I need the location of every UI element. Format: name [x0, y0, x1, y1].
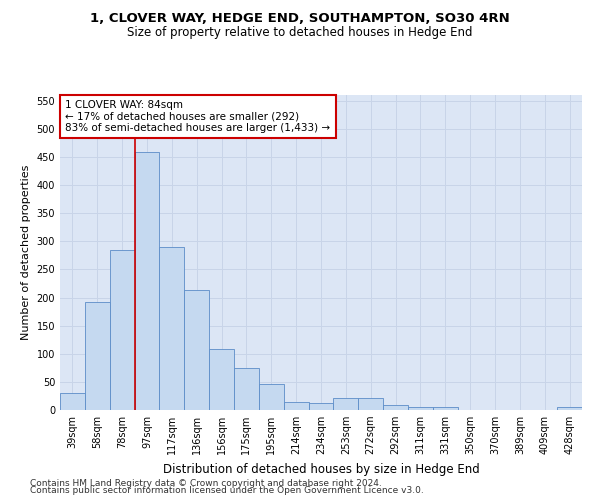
Bar	[85, 302, 110, 410]
Bar	[60, 393, 85, 410]
Bar	[259, 384, 284, 410]
Text: Contains HM Land Registry data © Crown copyright and database right 2024.: Contains HM Land Registry data © Crown c…	[30, 478, 382, 488]
Bar	[160, 247, 184, 410]
Bar	[334, 398, 358, 410]
Y-axis label: Number of detached properties: Number of detached properties	[21, 165, 31, 340]
Bar	[308, 402, 334, 410]
X-axis label: Distribution of detached houses by size in Hedge End: Distribution of detached houses by size …	[163, 462, 479, 475]
Text: 1, CLOVER WAY, HEDGE END, SOUTHAMPTON, SO30 4RN: 1, CLOVER WAY, HEDGE END, SOUTHAMPTON, S…	[90, 12, 510, 26]
Text: Contains public sector information licensed under the Open Government Licence v3: Contains public sector information licen…	[30, 486, 424, 495]
Bar	[284, 402, 308, 410]
Bar	[433, 407, 458, 410]
Bar	[110, 250, 134, 410]
Text: 1 CLOVER WAY: 84sqm
← 17% of detached houses are smaller (292)
83% of semi-detac: 1 CLOVER WAY: 84sqm ← 17% of detached ho…	[65, 100, 331, 133]
Bar	[383, 405, 408, 410]
Bar	[134, 152, 160, 410]
Bar	[358, 398, 383, 410]
Bar	[234, 368, 259, 410]
Bar	[209, 348, 234, 410]
Text: Size of property relative to detached houses in Hedge End: Size of property relative to detached ho…	[127, 26, 473, 39]
Bar	[408, 407, 433, 410]
Bar	[557, 407, 582, 410]
Bar	[184, 290, 209, 410]
